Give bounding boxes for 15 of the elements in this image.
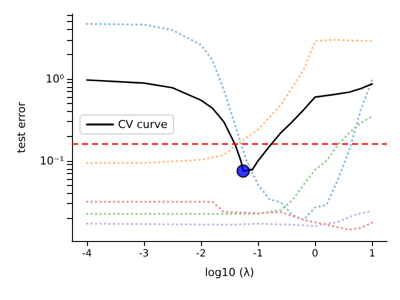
y-tick-label: 10⁰ xyxy=(46,72,65,86)
x-tick-label: -4 xyxy=(82,248,92,260)
x-tick-label: -3 xyxy=(138,248,149,260)
x-tick-label: -2 xyxy=(196,248,206,260)
legend-label: CV curve xyxy=(118,118,168,131)
x-tick-label: -1 xyxy=(253,248,264,260)
line-series xyxy=(86,22,374,221)
x-axis-title: log10 (λ) xyxy=(204,266,254,279)
x-tick-label: 1 xyxy=(368,248,376,260)
x-tick-label: 0 xyxy=(312,248,318,260)
y-tick-label: 10⁻¹ xyxy=(40,154,64,168)
line-series xyxy=(86,115,374,215)
line-series xyxy=(86,38,374,164)
y-axis-title: test error xyxy=(15,101,28,154)
line-series xyxy=(86,200,374,231)
